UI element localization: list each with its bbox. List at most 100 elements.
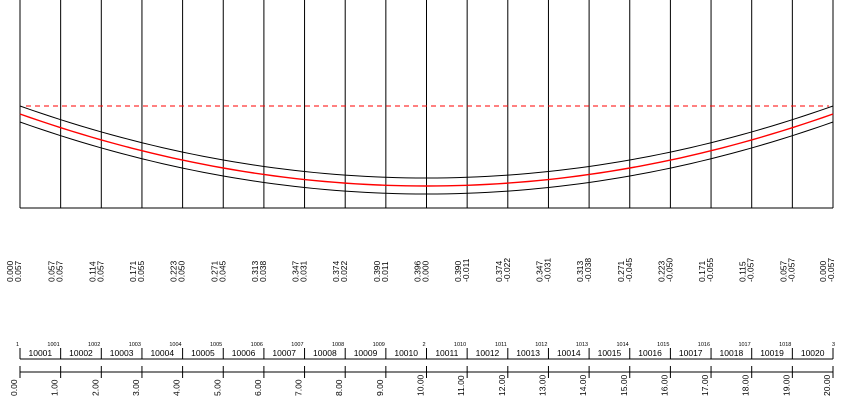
element-label: 10010 [394,348,418,358]
station-label: 3.00 [131,379,141,396]
node-label: 1001 [47,342,59,348]
node-label: 2 [422,342,425,348]
slope-label: -0.057 [746,258,756,282]
station-label: 14.00 [578,374,588,396]
node-label: 1014 [617,342,629,348]
station-label: 19.00 [781,374,791,396]
element-label: 10004 [150,348,174,358]
node-label: 1005 [210,342,222,348]
slope-label: 0.011 [380,261,390,282]
station-label: 5.00 [212,379,222,396]
diagram-frame [19,0,834,209]
slope-label: 0.031 [299,260,309,282]
element-label: 10008 [313,348,337,358]
sag-label: 0.223 [169,260,179,282]
slope-label: 0.057 [55,260,65,282]
element-label: 10007 [272,348,296,358]
upper-offset-curve [19,105,834,179]
element-label: 10014 [557,348,581,358]
node-label: 1016 [698,342,710,348]
element-label: 10009 [354,348,378,358]
element-number-row: 1 1001 1002 1003 1004 1005 1006 1007 1008 1009 2 10… [16,342,835,360]
slope-label: -0.057 [826,258,836,282]
slope-label: -0.057 [786,258,796,282]
element-label: 10013 [516,348,540,358]
sag-label: 0.390 [453,260,463,282]
station-label: 7.00 [294,379,304,396]
element-label: 10017 [679,348,703,358]
sag-label: 0.223 [656,260,666,282]
element-label: 10019 [760,348,784,358]
sag-label: 0.000 [5,260,15,282]
element-label: 10015 [598,348,622,358]
node-label: 1002 [88,342,100,348]
sag-value-labels: 0.000 0.057 0.114 0.171 0.223 0.271 0.313 0.347… [5,260,828,282]
slope-label: -0.055 [705,258,715,282]
sag-label: 0.171 [128,260,138,282]
node-label: 1008 [332,342,344,348]
slope-label: -0.038 [583,258,593,282]
slope-label: 0.038 [258,260,268,282]
node-label: 1006 [251,342,263,348]
sag-label: 0.057 [778,260,788,282]
node-label: 1007 [291,342,303,348]
profile-curves [19,105,834,195]
sag-label: 0.396 [413,260,423,282]
station-label: 17.00 [700,374,710,396]
sag-label: 0.313 [250,260,260,282]
element-label: 10018 [720,348,744,358]
centerline-curve [19,113,834,187]
sag-label: 0.347 [534,260,544,282]
station-label: 13.00 [537,374,547,396]
sag-label: 0.374 [494,260,504,282]
element-label: 10020 [801,348,825,358]
slope-label: 0.057 [95,260,105,282]
node-label: 3 [832,342,835,348]
station-label: 1.00 [50,379,60,396]
slope-value-labels: 0.057 0.057 0.057 0.055 0.050 0.045 0.038 0.031… [13,258,836,282]
node-label: 1018 [779,342,791,348]
station-label: 6.00 [253,379,263,396]
slope-label: 0.022 [339,260,349,282]
sag-label: 0.271 [616,260,626,282]
node-label: 1004 [169,342,181,348]
station-label: 20.00 [822,374,832,396]
node-label: 1010 [454,342,466,348]
slope-label: -0.022 [502,258,512,282]
station-label: 12.00 [497,374,507,396]
node-label: 1013 [576,342,588,348]
element-label: 10005 [191,348,215,358]
sag-label: 0.114 [87,261,97,282]
sag-label: 0.171 [697,260,707,282]
station-label: 2.00 [90,379,100,396]
element-label: 10011 [435,348,458,358]
slope-label: -0.011 [461,258,471,282]
slope-label: -0.031 [542,258,552,282]
node-label: 1015 [657,342,669,348]
station-label: 9.00 [375,379,385,396]
sag-label: 0.271 [209,260,219,282]
node-label: 1003 [129,342,141,348]
slope-label: 0.045 [217,260,227,282]
station-label: 15.00 [619,374,629,396]
station-axis: 0.00 1.00 2.00 3.00 4.00 5.00 6.00 7.00 8.00 9.00… [9,366,834,396]
sag-label: 0.390 [372,260,382,282]
node-label: 1012 [535,342,547,348]
slope-label: 0.055 [136,260,146,282]
station-label: 11.00 [456,375,466,396]
node-label: 1011 [495,342,507,348]
station-label: 4.00 [172,379,182,396]
sag-label: 0.057 [47,260,57,282]
node-label: 1 [16,342,19,348]
slope-label: 0.000 [421,260,431,282]
slope-label: 0.050 [177,260,187,282]
sag-label: 0.347 [291,260,301,282]
element-label: 10002 [69,348,93,358]
station-label: 0.00 [9,379,19,396]
station-label: 16.00 [659,374,669,396]
sag-label: 0.313 [575,260,585,282]
node-label: 1017 [738,342,750,348]
element-label: 10012 [476,348,500,358]
element-label: 10006 [232,348,256,358]
